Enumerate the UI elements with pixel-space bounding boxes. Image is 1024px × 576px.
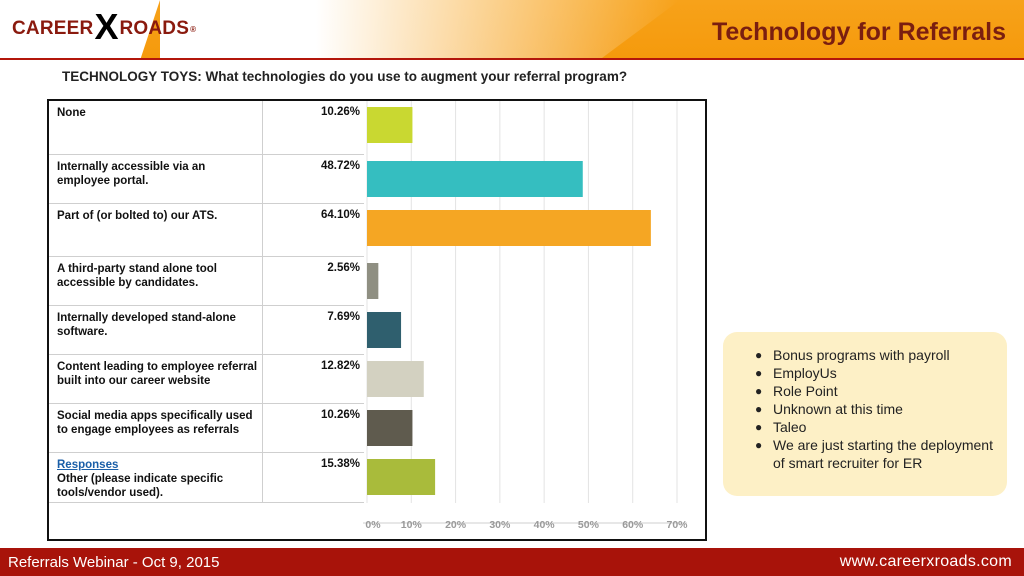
logo-area xyxy=(0,0,160,58)
bullet-icon: ● xyxy=(755,420,763,434)
column-divider xyxy=(262,306,263,354)
footer-event: Referrals Webinar - Oct 9, 2015 xyxy=(8,554,220,571)
row-label-text: None xyxy=(57,107,86,119)
responses-link[interactable]: Responses xyxy=(57,459,119,471)
note-text: Taleo xyxy=(773,419,807,435)
logo-registered-mark: ® xyxy=(190,24,196,34)
other-responses-list: ● Bonus programs with payroll ● EmployUs ● Ro… xyxy=(755,346,995,472)
bullet-icon: ● xyxy=(755,384,763,398)
bar-chart: 0% 10% 20% 30% 40% 50% 60% 70% xyxy=(363,101,688,531)
list-item: ● EmployUs xyxy=(755,364,995,382)
row-percentage: 2.56% xyxy=(327,262,360,274)
table-row: Internally developed stand-alone softwar… xyxy=(49,306,364,355)
bar xyxy=(367,410,413,446)
table-row: Part of (or bolted to) our ATS. 64.10% xyxy=(49,204,364,257)
note-text: We are just starting the deployment of s… xyxy=(773,437,993,471)
row-percentage: 10.26% xyxy=(320,106,360,118)
table-row: Responses Other (please indicate specific… xyxy=(49,453,364,503)
survey-question: TECHNOLOGY TOYS: What technologies do yo… xyxy=(62,69,628,84)
x-tick-label: 30% xyxy=(489,519,511,531)
chart-frame: None 10.26% Internally accessible via an e… xyxy=(47,99,707,541)
row-label-text: Content leading to employee referral bui… xyxy=(57,361,258,387)
x-tick-label: 0% xyxy=(365,519,381,531)
note-text: Unknown at this time xyxy=(773,401,903,417)
bullet-icon: ● xyxy=(755,438,763,452)
header-highlight xyxy=(160,0,680,58)
column-divider xyxy=(262,355,263,403)
logo-career: CAREER xyxy=(12,18,94,39)
note-text: Bonus programs with payroll xyxy=(773,347,950,363)
row-label: None xyxy=(57,106,257,120)
bar xyxy=(367,107,413,143)
note-text: EmployUs xyxy=(773,365,837,381)
bullet-icon: ● xyxy=(755,402,763,416)
column-divider xyxy=(262,404,263,452)
header-bar: CAREER X ROADS ® Technology for Referral… xyxy=(0,0,1024,58)
row-label-text: Part of (or bolted to) our ATS. xyxy=(57,210,218,222)
row-label-text: Social media apps specifically used to e… xyxy=(57,410,253,436)
bullet-icon: ● xyxy=(755,348,763,362)
bar xyxy=(367,459,436,495)
row-percentage: 10.26% xyxy=(320,409,360,421)
bar xyxy=(367,161,583,197)
other-responses-note: ● Bonus programs with payroll ● EmployUs ● Ro… xyxy=(723,332,1007,496)
logo-x: X xyxy=(94,6,119,47)
bar xyxy=(367,312,402,348)
note-text: Role Point xyxy=(773,383,838,399)
x-tick-label: 10% xyxy=(401,519,423,531)
row-label: Responses Other (please indicate specific… xyxy=(57,458,257,500)
row-label: Internally developed stand-alone softwar… xyxy=(57,311,257,339)
table-row: Content leading to employee referral bui… xyxy=(49,355,364,404)
row-percentage: 48.72% xyxy=(320,160,360,172)
column-divider xyxy=(262,453,263,502)
bar xyxy=(367,210,651,246)
table-row: None 10.26% xyxy=(49,101,364,155)
row-label: Part of (or bolted to) our ATS. xyxy=(57,209,257,223)
table-row: Social media apps specifically used to e… xyxy=(49,404,364,453)
row-label-text: Internally accessible via an employee po… xyxy=(57,161,206,187)
bullet-icon: ● xyxy=(755,366,763,380)
row-label: Social media apps specifically used to e… xyxy=(57,409,257,437)
row-label-text: Internally developed stand-alone softwar… xyxy=(57,312,236,338)
careerxroads-logo: CAREER X ROADS ® xyxy=(12,9,196,45)
column-divider xyxy=(262,257,263,305)
column-divider xyxy=(262,101,263,154)
logo-roads: ROADS xyxy=(119,18,190,39)
row-label: A third-party stand alone tool accessibl… xyxy=(57,262,257,290)
row-label-text: Other (please indicate specific tools/ve… xyxy=(57,473,224,499)
row-label: Content leading to employee referral bui… xyxy=(57,360,257,388)
row-label: Internally accessible via an employee po… xyxy=(57,160,257,188)
column-divider xyxy=(262,204,263,256)
slide-title: Technology for Referrals xyxy=(711,18,1006,46)
header-rule xyxy=(0,58,1024,60)
x-tick-label: 50% xyxy=(578,519,600,531)
x-tick-label: 40% xyxy=(534,519,556,531)
footer-bar: Referrals Webinar - Oct 9, 2015 www.care… xyxy=(0,548,1024,576)
x-tick-label: 70% xyxy=(666,519,688,531)
column-divider xyxy=(262,155,263,203)
x-tick-label: 20% xyxy=(445,519,467,531)
list-item: ● We are just starting the deployment of … xyxy=(755,436,995,472)
row-percentage: 15.38% xyxy=(320,458,360,470)
footer-url[interactable]: www.careerxroads.com xyxy=(839,553,1012,570)
row-percentage: 12.82% xyxy=(320,360,360,372)
list-item: ● Unknown at this time xyxy=(755,400,995,418)
table-row: A third-party stand alone tool accessibl… xyxy=(49,257,364,306)
bar xyxy=(367,263,379,299)
list-item: ● Taleo xyxy=(755,418,995,436)
row-label-text: A third-party stand alone tool accessibl… xyxy=(57,263,217,289)
list-item: ● Bonus programs with payroll xyxy=(755,346,995,364)
list-item: ● Role Point xyxy=(755,382,995,400)
bar xyxy=(367,361,424,397)
x-tick-label: 60% xyxy=(622,519,644,531)
row-percentage: 7.69% xyxy=(327,311,360,323)
row-percentage: 64.10% xyxy=(320,209,360,221)
table-row: Internally accessible via an employee po… xyxy=(49,155,364,204)
